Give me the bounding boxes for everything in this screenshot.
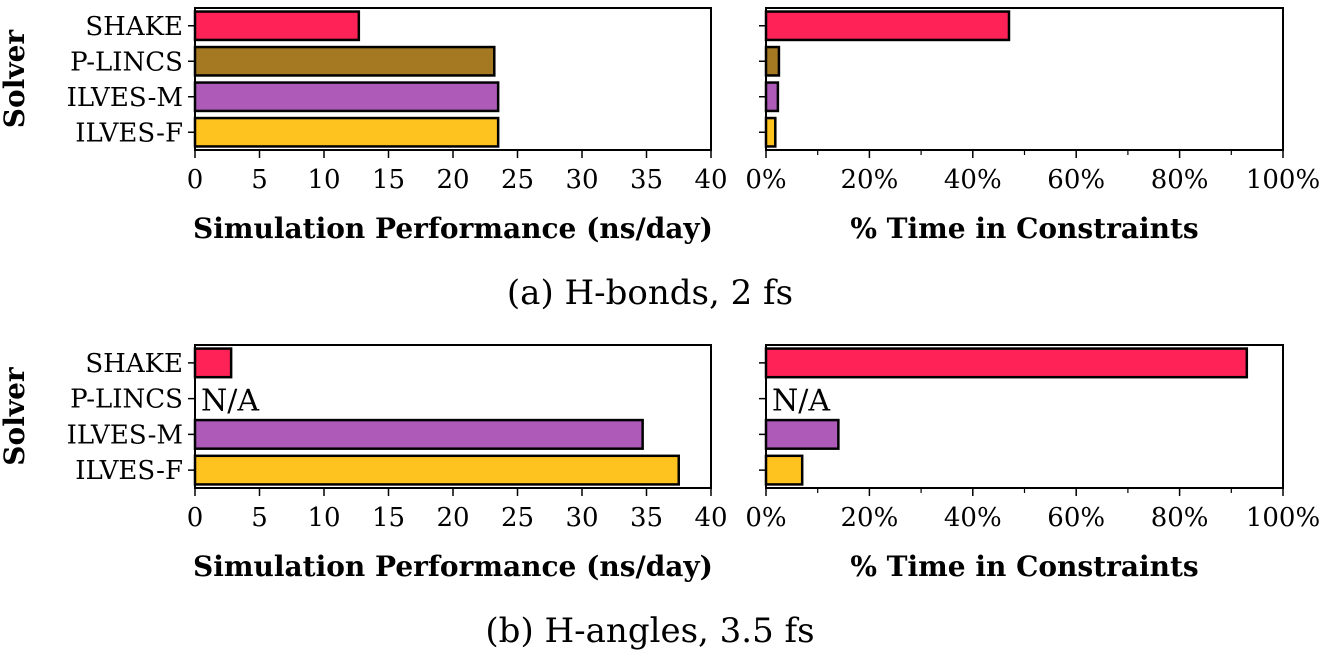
bar-ilves-f: [764, 454, 804, 486]
bar-p-lincs: [764, 45, 781, 77]
x-axis-label: Simulation Performance (ns/day): [193, 550, 713, 583]
x-tick-label: 40: [694, 503, 727, 533]
bar-p-lincs: [193, 45, 496, 77]
bar-shake: [193, 347, 233, 379]
bar-ilves-f: [193, 116, 500, 148]
x-tick-label: 20: [436, 165, 469, 195]
x-tick-label: 10: [307, 165, 340, 195]
x-tick-label: 10: [307, 503, 340, 533]
caption-b: (b) H-angles, 3.5 fs: [485, 611, 814, 651]
x-tick-label: 15: [372, 165, 405, 195]
y-axis-label: Solver: [0, 366, 31, 466]
x-axis-label: Simulation Performance (ns/day): [193, 212, 713, 245]
x-tick-label: 25: [501, 165, 534, 195]
na-label: N/A: [201, 384, 259, 419]
y-tick-label: P-LINCS: [70, 47, 183, 77]
x-tick-label: 0%: [745, 503, 786, 533]
x-tick-label: 35: [630, 165, 663, 195]
x-tick-label: 0: [187, 503, 204, 533]
bar-shake: [764, 347, 1249, 379]
na-label: N/A: [772, 384, 830, 419]
y-tick-label: P-LINCS: [70, 385, 183, 415]
x-tick-label: 30: [565, 165, 598, 195]
y-axis-label: Solver: [0, 29, 31, 129]
x-tick-label: 15: [372, 503, 405, 533]
bar-ilves-m: [764, 418, 840, 450]
x-tick-label: 100%: [1246, 165, 1320, 195]
y-tick-label: SHAKE: [85, 349, 183, 379]
chart-panel-1: SHAKE P-LINCS ILVES-M ILVES-F0 5 10 15 20 25 30 35…: [0, 7, 728, 245]
bar-ilves-f: [764, 116, 777, 148]
x-axis-label: % Time in Constraints: [850, 212, 1198, 245]
x-tick-label: 5: [251, 165, 268, 195]
chart-panel-3: SHAKE N/A P-LINCS ILVES-M ILVES-F0 5 10 15 20 25 3…: [0, 344, 728, 583]
x-tick-label: 0: [187, 165, 204, 195]
bar-shake: [193, 10, 361, 42]
x-tick-label: 20%: [841, 165, 899, 195]
x-tick-label: 60%: [1047, 503, 1105, 533]
bar-ilves-m: [193, 418, 644, 450]
x-tick-label: 100%: [1246, 503, 1320, 533]
bar-ilves-m: [764, 81, 780, 113]
x-tick-label: 30: [565, 503, 598, 533]
bar-ilves-f: [193, 454, 680, 486]
chart-panel-2: 0% 20% 40% 60% 80% 100% % Time in Constraints: [745, 7, 1320, 245]
y-tick-label: ILVES-F: [75, 456, 183, 486]
bar-shake: [764, 10, 1011, 42]
bar-ilves-m: [193, 81, 500, 113]
x-tick-label: 40%: [944, 165, 1002, 195]
caption-a: (a) H-bonds, 2 fs: [507, 273, 793, 313]
x-tick-label: 40%: [944, 503, 1002, 533]
x-tick-label: 80%: [1151, 165, 1209, 195]
x-tick-label: 25: [501, 503, 534, 533]
x-tick-label: 20: [436, 503, 469, 533]
y-tick-label: SHAKE: [85, 12, 183, 42]
y-tick-label: ILVES-M: [67, 83, 183, 113]
chart-panel-4: N/A 0% 20% 40% 60% 80% 100% % Time in Constrain…: [745, 344, 1320, 583]
x-tick-label: 20%: [841, 503, 899, 533]
x-tick-label: 60%: [1047, 165, 1105, 195]
y-tick-label: ILVES-M: [67, 420, 183, 450]
x-tick-label: 0%: [745, 165, 786, 195]
x-tick-label: 80%: [1151, 503, 1209, 533]
x-tick-label: 35: [630, 503, 663, 533]
x-tick-label: 40: [694, 165, 727, 195]
x-axis-label: % Time in Constraints: [850, 550, 1198, 583]
x-tick-label: 5: [251, 503, 268, 533]
y-tick-label: ILVES-F: [75, 118, 183, 148]
